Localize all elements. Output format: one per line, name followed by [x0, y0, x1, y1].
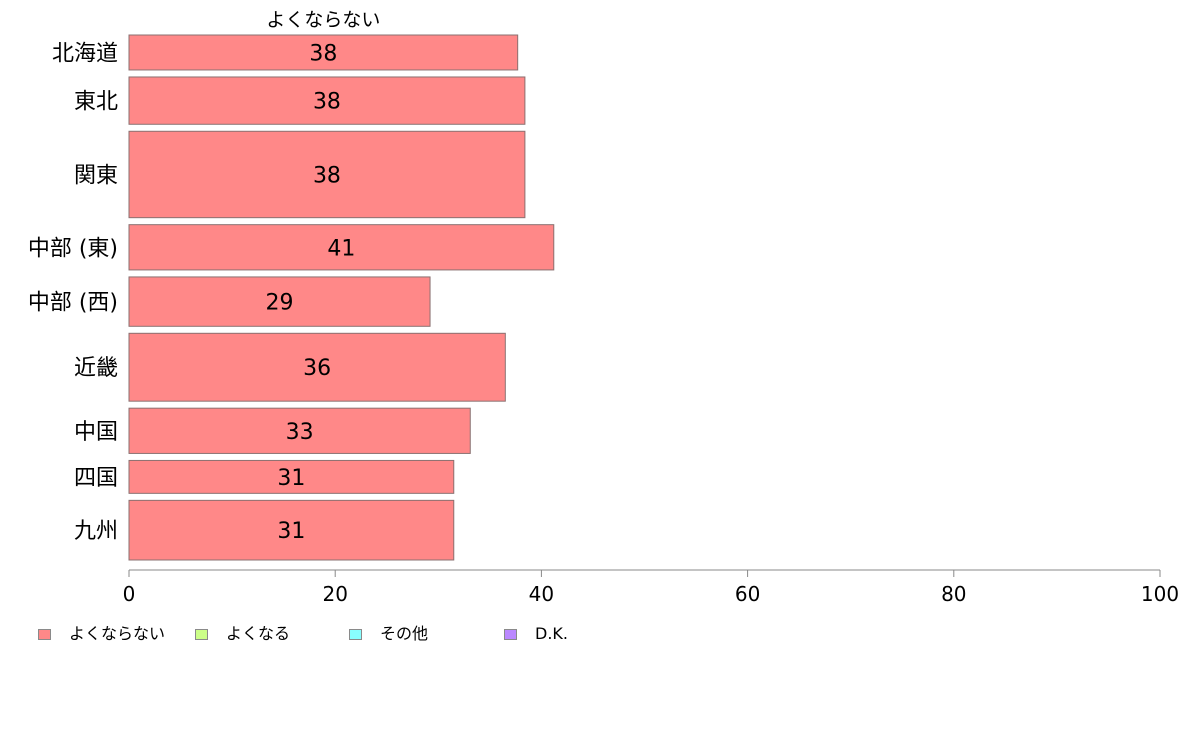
category-label: 近畿: [74, 356, 118, 381]
legend-swatch-yokunaranai: [38, 628, 51, 640]
legend-swatch-dk: [504, 628, 517, 640]
bar-value-label: 33: [286, 420, 314, 445]
category-label: 中部 (東): [28, 236, 118, 261]
bar-value-label: 31: [277, 519, 305, 544]
bar-0-2: [128, 130, 526, 219]
bar-value-label: 31: [277, 466, 305, 491]
category-label: 東北: [74, 90, 118, 115]
bar-value-label: 41: [327, 236, 355, 261]
legend-label-yokunaranai: よくならない: [69, 624, 166, 643]
category-label: 関東: [74, 163, 118, 188]
category-label: 九州: [74, 519, 118, 544]
legend-item-yokunaru: よくなる: [195, 624, 290, 644]
bar-0-8: [128, 499, 455, 561]
legend-item-yokunaranai: よくならない: [38, 624, 165, 644]
legend-label-yokunaru: よくなる: [226, 624, 291, 643]
category-label: 中国: [74, 420, 118, 445]
legend-swatch-sonota: [349, 628, 362, 640]
x-tick-label: 0: [123, 582, 136, 606]
bar-value-label: 38: [313, 163, 341, 188]
bar-value-label: 29: [266, 291, 294, 316]
x-tick-label: 60: [735, 582, 760, 606]
bar-0-7: [128, 459, 455, 494]
chart-legend: よくならない よくなる その他 D.K.: [38, 624, 598, 644]
bar-value-label: 38: [309, 41, 337, 66]
bar-0-0: [128, 34, 519, 71]
category-label: 中部 (西): [28, 291, 118, 316]
category-label: 北海道: [52, 41, 118, 66]
series-top-label: よくならない: [266, 9, 380, 31]
x-tick-label: 40: [529, 582, 554, 606]
legend-item-sonota: その他: [349, 624, 428, 644]
legend-label-dk: D.K.: [535, 624, 568, 643]
x-tick-label: 100: [1141, 582, 1179, 606]
bar-0-1: [128, 76, 526, 125]
x-tick-label: 80: [941, 582, 966, 606]
bar-0-3: [128, 224, 555, 271]
bar-0-5: [128, 332, 506, 402]
bar-0-4: [128, 276, 431, 327]
bar-value-label: 36: [303, 356, 331, 381]
legend-swatch-yokunaru: [195, 628, 208, 640]
category-label: 四国: [74, 466, 118, 491]
legend-item-dk: D.K.: [504, 624, 568, 644]
x-tick-label: 20: [322, 582, 347, 606]
legend-label-sonota: その他: [380, 624, 429, 643]
bar-0-6: [128, 407, 471, 454]
bar-value-label: 38: [313, 90, 341, 115]
